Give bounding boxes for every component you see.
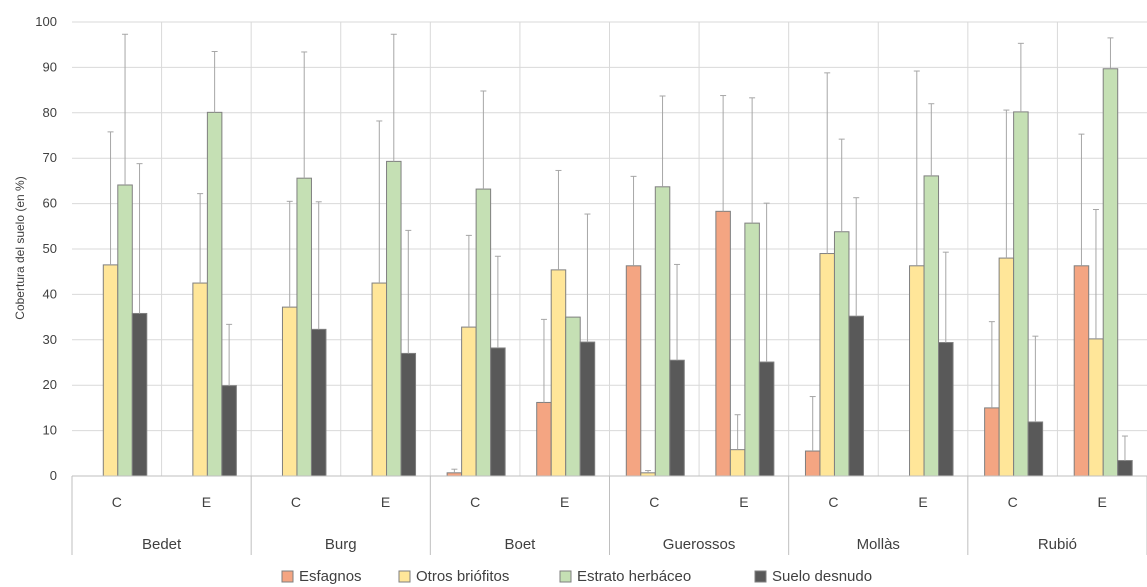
bar: [579, 341, 596, 477]
bar: [461, 326, 477, 477]
y-tick-label: 80: [43, 105, 57, 120]
x-axis: C E Bedet C E Burg C E Boet C E Guerossos C E Mollàs C E…: [71, 475, 1147, 555]
x-tick-label: C: [291, 494, 301, 510]
bar: [371, 282, 388, 477]
x-tick-label: C: [1008, 494, 1018, 510]
bar: [729, 449, 746, 477]
legend-swatch: [559, 570, 572, 583]
bar: [938, 342, 954, 477]
site-label: Rubió: [1038, 536, 1077, 553]
legend-label: Estrato herbáceo: [577, 568, 691, 585]
x-tick-label: E: [560, 494, 569, 510]
x-tick-label: E: [739, 494, 748, 510]
site-label: Boet: [504, 536, 536, 553]
site-label: Guerossos: [663, 536, 736, 553]
bar: [998, 257, 1015, 477]
y-tick-label: 90: [43, 59, 57, 74]
legend-label: Otros briófitos: [416, 568, 509, 585]
legend-label: Suelo desnudo: [772, 568, 872, 585]
bar: [669, 359, 685, 477]
y-tick-label: 30: [43, 332, 57, 347]
bar: [715, 210, 731, 477]
bar: [281, 306, 298, 477]
bar: [192, 282, 208, 477]
legend-swatch: [281, 570, 294, 583]
x-tick-label: C: [649, 494, 659, 510]
bar: [848, 315, 864, 477]
x-tick-label: E: [1098, 494, 1107, 510]
legend-label: Esfagnos: [299, 568, 362, 585]
bar: [1102, 68, 1119, 477]
bar: [386, 160, 402, 477]
legend-swatch: [754, 570, 767, 583]
bar: [909, 265, 925, 477]
bar: [221, 385, 237, 477]
bar: [1088, 338, 1104, 477]
y-tick-label: 10: [43, 423, 57, 438]
bar: [984, 407, 1000, 477]
site-label: Mollàs: [857, 536, 900, 553]
bar: [923, 175, 940, 477]
bar: [654, 186, 671, 477]
legend-swatch: [398, 570, 411, 583]
site-label: Bedet: [142, 536, 182, 553]
y-tick-label: 50: [43, 241, 57, 256]
bar: [565, 316, 581, 477]
x-tick-label: C: [828, 494, 838, 510]
x-tick-label: C: [470, 494, 480, 510]
y-tick-label: 20: [43, 377, 57, 392]
bar: [833, 231, 850, 477]
y-tick-label: 0: [50, 468, 57, 483]
bar: [400, 352, 417, 477]
bar: [1073, 265, 1090, 477]
bar: [758, 361, 775, 477]
x-tick-label: E: [381, 494, 390, 510]
bar: [536, 401, 552, 477]
y-tick-label: 40: [43, 286, 57, 301]
bar: [102, 264, 119, 477]
x-tick-label: C: [112, 494, 122, 510]
bar: [1117, 460, 1133, 477]
bar: [131, 312, 148, 477]
legend: Esfagnos Otros briófitos Estrato herbáceo S…: [281, 568, 872, 585]
bar: [117, 184, 133, 477]
bar: [490, 347, 506, 477]
bar: [475, 188, 492, 477]
bar: [310, 328, 327, 477]
grid-lines: [72, 21, 1147, 476]
bars-group: [102, 68, 1133, 477]
site-label: Burg: [325, 536, 357, 553]
y-tick-label: 60: [43, 196, 57, 211]
y-axis-label: Cobertura del suelo (en %): [13, 176, 27, 319]
bar: [296, 177, 312, 477]
bar: [1027, 421, 1044, 477]
bar: [206, 111, 223, 477]
x-tick-label: E: [202, 494, 211, 510]
x-tick-label: E: [918, 494, 927, 510]
bar: [804, 450, 821, 477]
bar: [1013, 111, 1029, 477]
bar: [550, 269, 567, 477]
y-axis: 0 10 20 30 40 50 60 70 80 90 100: [35, 14, 57, 483]
error-bars-group: [107, 33, 1128, 473]
y-tick-label: 70: [43, 150, 57, 165]
bar: [625, 265, 642, 477]
y-tick-label: 100: [35, 14, 57, 29]
bar: [819, 253, 835, 477]
bar: [744, 222, 760, 477]
